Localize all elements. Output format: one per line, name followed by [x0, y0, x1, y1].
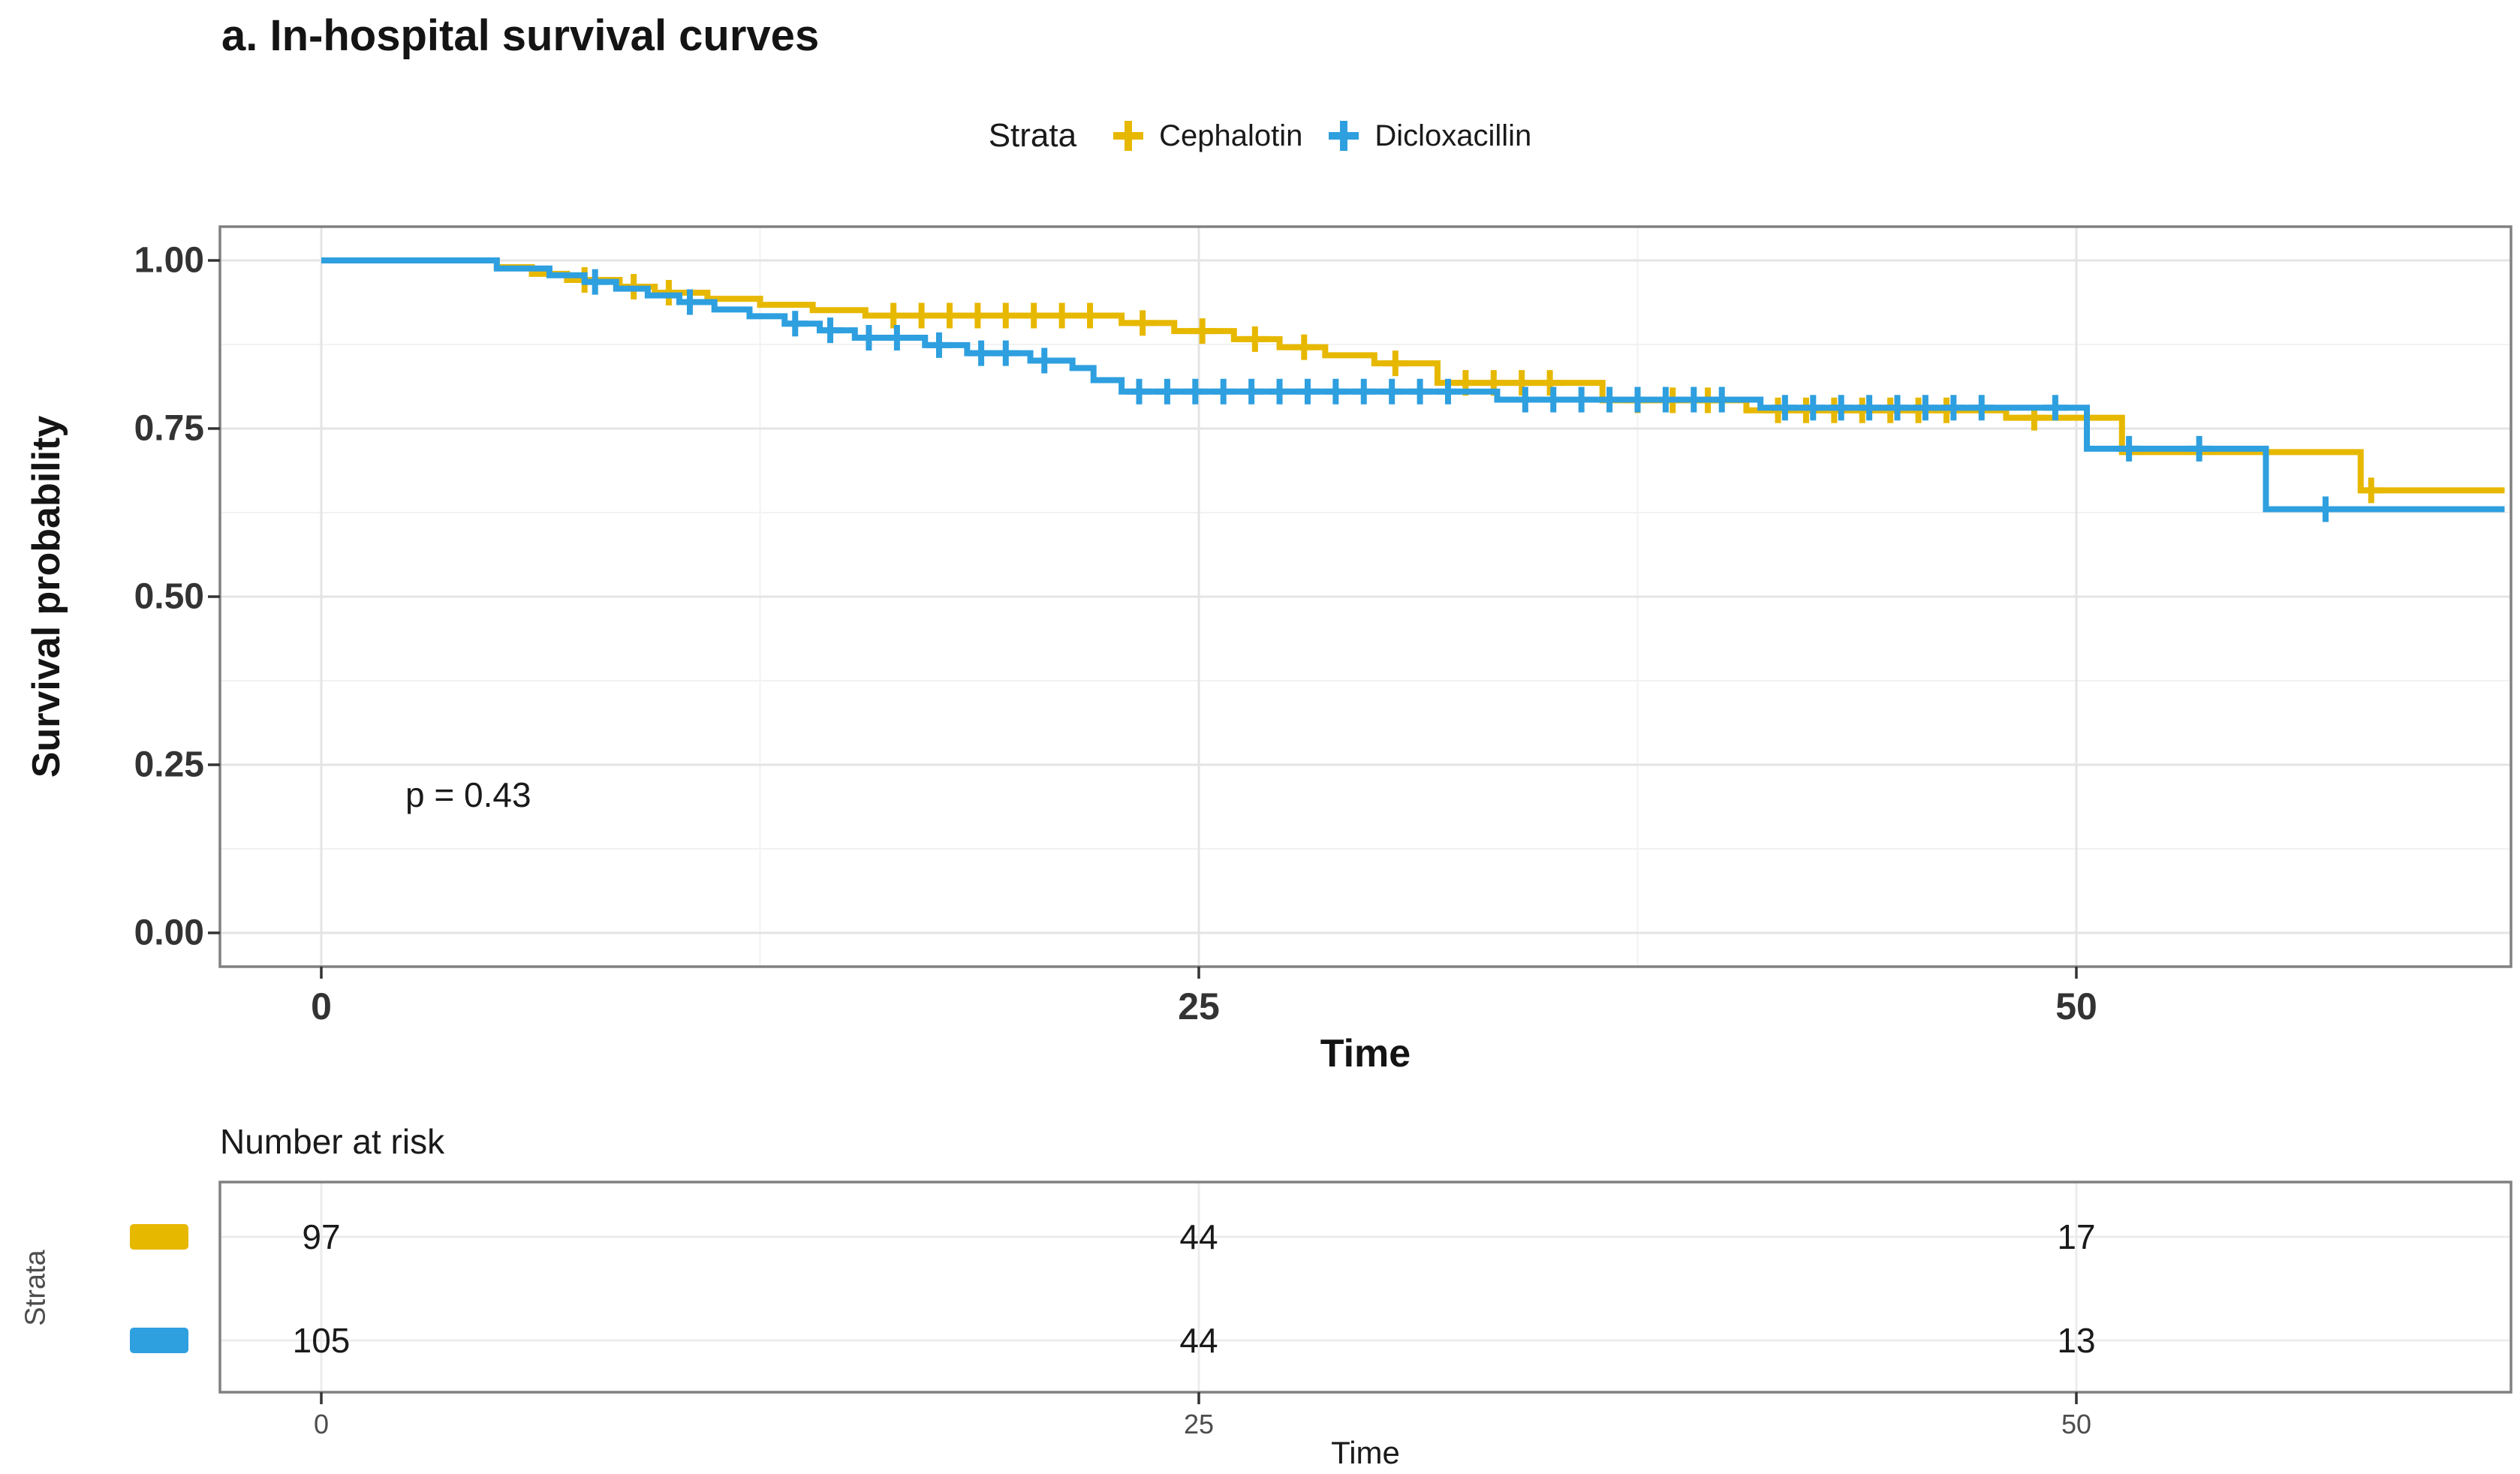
x-tick-50: 50	[2055, 985, 2097, 1027]
figure-title: a. In-hospital survival curves	[221, 11, 820, 60]
cephalotin-swatch	[130, 1224, 188, 1250]
x-axis-title: Time	[1320, 1032, 1411, 1075]
risk-cephalotin-t50: 17	[2057, 1217, 2096, 1256]
y-tick-0.50: 0.50	[134, 576, 204, 617]
cephalotin-plus-icon	[1113, 121, 1144, 151]
risk-dicloxacillin-t25: 44	[1179, 1321, 1218, 1360]
legend-item-cephalotin: Cephalotin	[1106, 114, 1302, 158]
y-tick-1.00: 1.00	[134, 240, 204, 281]
risk-table-strata-label: Strata	[20, 1250, 52, 1326]
risk-dicloxacillin-t50: 13	[2057, 1321, 2096, 1360]
legend-label-dicloxacillin: Dicloxacillin	[1374, 119, 1532, 152]
legend-label-cephalotin: Cephalotin	[1159, 119, 1303, 152]
y-tick-0.00: 0.00	[134, 913, 204, 953]
legend: Strata Cephalotin Dicloxacillin	[0, 114, 2520, 158]
risk-table-x-axis-title: Time	[1331, 1435, 1400, 1470]
pvalue-annotation: p = 0.43	[405, 775, 531, 814]
legend-title: Strata	[988, 117, 1077, 154]
dicloxacillin-plus-icon	[1329, 121, 1359, 151]
risk-table-title: Number at risk	[220, 1122, 445, 1161]
x-tick-0: 0	[311, 985, 332, 1027]
risk-x-tick-25: 25	[1183, 1409, 1215, 1439]
risk-cephalotin-t25: 44	[1179, 1217, 1218, 1256]
x-tick-25: 25	[1178, 985, 1220, 1027]
risk-dicloxacillin-t0: 105	[292, 1321, 351, 1360]
risk-cephalotin-t0: 97	[302, 1217, 341, 1256]
risk-x-tick-0: 0	[313, 1409, 330, 1439]
legend-item-dicloxacillin: Dicloxacillin	[1322, 114, 1531, 158]
risk-x-tick-50: 50	[2061, 1409, 2092, 1439]
y-tick-0.25: 0.25	[134, 745, 204, 785]
dicloxacillin-swatch	[130, 1328, 188, 1353]
y-tick-0.75: 0.75	[134, 408, 204, 449]
